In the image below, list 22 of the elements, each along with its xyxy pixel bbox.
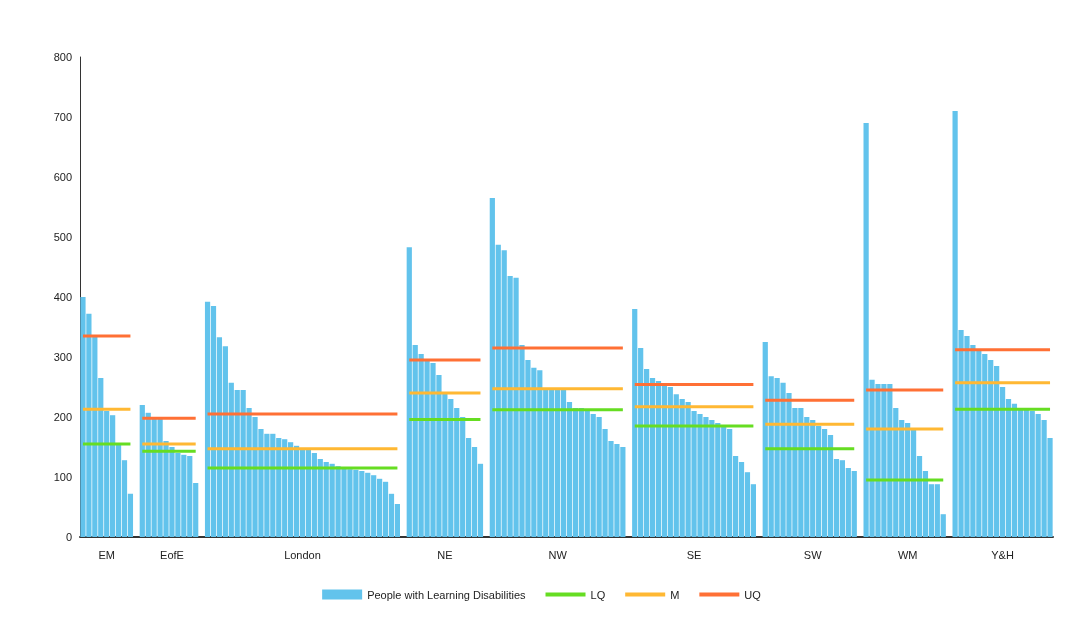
- x-tick-label: London: [284, 548, 321, 561]
- y-tick-label: 300: [53, 351, 72, 363]
- x-tick-label: WM: [897, 548, 918, 561]
- y-tick-label: 600: [53, 171, 72, 183]
- y-tick-label: 0: [65, 531, 72, 543]
- x-tick-label: NE: [437, 548, 453, 561]
- x-tick-label: Y&H: [991, 548, 1014, 561]
- x-tick-label: NW: [548, 548, 568, 561]
- y-tick-label: 200: [53, 411, 72, 423]
- y-tick-label: 100: [53, 471, 72, 483]
- legend-label: LQ: [590, 588, 606, 601]
- y-tick-label: 400: [53, 291, 72, 303]
- x-tick-label: SW: [803, 548, 823, 561]
- legend-label: M: [670, 588, 680, 601]
- y-tick-label: 800: [53, 51, 72, 63]
- x-tick-label: EofE: [160, 548, 184, 561]
- x-tick-label: EM: [98, 548, 115, 561]
- legend-label: UQ: [744, 588, 762, 601]
- x-tick-label: SE: [686, 548, 702, 561]
- legend-label: People with Learning Disabilities: [367, 588, 527, 601]
- y-tick-label: 700: [53, 111, 72, 123]
- y-tick-label: 500: [53, 231, 72, 243]
